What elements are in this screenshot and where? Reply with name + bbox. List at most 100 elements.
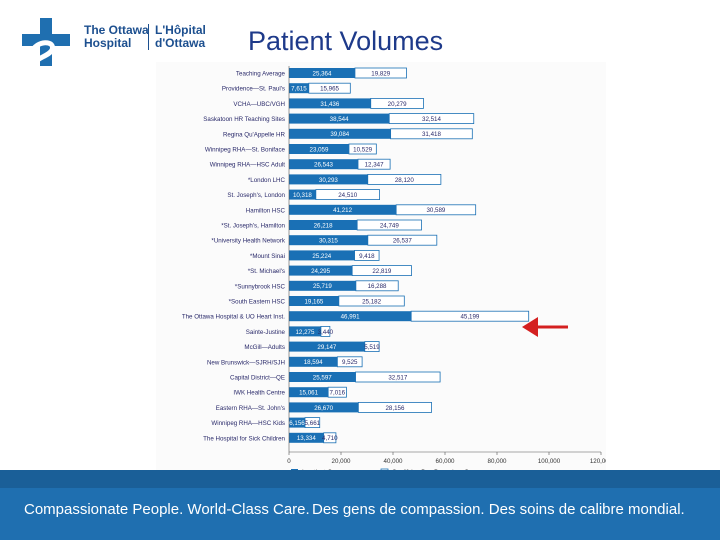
day-procedure-value-label: 12,347 xyxy=(365,162,384,169)
inpatient-bar xyxy=(289,159,359,170)
category-label: Saskatoon HR Teaching Sites xyxy=(203,116,285,123)
inpatient-bar xyxy=(289,220,358,230)
category-label: The Hospital for Sick Children xyxy=(203,435,285,442)
patient-volumes-chart: Teaching Average 25,364 19,829 Providence—S… xyxy=(182,66,606,476)
category-label: Regina Qu'Appelle HR xyxy=(223,131,286,138)
logo-fr-line1: L'Hôpital xyxy=(155,23,206,37)
inpatient-value-label: 26,670 xyxy=(314,405,333,412)
day-procedure-value-label: 28,156 xyxy=(385,405,404,412)
x-tick-label: 40,000 xyxy=(384,458,403,465)
day-procedure-bar xyxy=(354,67,407,79)
inpatient-bar xyxy=(289,174,368,185)
footer-band xyxy=(0,470,720,488)
logo-text-en: The Ottawa Hospital xyxy=(84,24,149,50)
inpatient-bar xyxy=(289,417,306,428)
inpatient-bar xyxy=(289,296,339,306)
day-procedure-value-label: 24,749 xyxy=(380,222,399,229)
category-label: New Brunswick—SJRH/SJH xyxy=(207,359,285,366)
logo-en-line2: Hospital xyxy=(84,36,132,50)
inpatient-value-label: 18,594 xyxy=(304,359,323,366)
day-procedure-bar xyxy=(355,280,399,292)
day-procedure-bar xyxy=(323,432,337,444)
inpatient-value-label: 13,334 xyxy=(297,435,316,442)
inpatient-bar xyxy=(289,387,329,398)
inpatient-bar xyxy=(289,204,397,215)
day-procedure-bar xyxy=(354,249,380,261)
day-procedure-bar xyxy=(315,189,380,200)
day-procedure-value-label: 19,829 xyxy=(371,70,390,77)
footer-banner: Compassionate People. World-Class Care. … xyxy=(0,470,720,540)
category-label: Winnipeg RHA—HSC Adult xyxy=(210,162,286,169)
day-procedure-bar xyxy=(367,174,442,185)
inpatient-value-label: 19,165 xyxy=(304,298,323,305)
footer-tagline-en: Compassionate People. World-Class Care. xyxy=(24,501,310,518)
category-label: Winnipeg RHA—St. Boniface xyxy=(205,147,286,154)
day-procedure-bar xyxy=(357,158,391,170)
day-procedure-value-label: 4,710 xyxy=(322,435,338,442)
inpatient-value-label: 12,275 xyxy=(295,329,314,336)
day-procedure-bar xyxy=(304,417,321,429)
inpatient-value-label: 25,719 xyxy=(313,283,332,290)
inpatient-bar xyxy=(289,98,371,109)
inpatient-value-label: 38,544 xyxy=(330,116,349,123)
day-procedure-bar xyxy=(338,295,405,307)
inpatient-value-label: 25,224 xyxy=(312,253,331,260)
day-procedure-value-label: 30,589 xyxy=(426,207,445,214)
hospital-logo: The Ottawa Hospital L'Hôpital d'Ottawa xyxy=(22,18,222,68)
inpatient-bar xyxy=(289,326,321,337)
inpatient-bar xyxy=(289,189,316,200)
inpatient-value-label: 39,084 xyxy=(330,131,349,138)
category-label: St. Joseph's, London xyxy=(227,192,285,199)
x-tick-label: 80,000 xyxy=(488,458,507,465)
x-tick-label: 20,000 xyxy=(332,458,351,465)
day-procedure-bar xyxy=(356,219,422,231)
category-label: Sainte-Justine xyxy=(246,329,286,336)
day-procedure-bar xyxy=(351,265,412,277)
category-label: Teaching Average xyxy=(236,71,286,78)
inpatient-bar xyxy=(289,402,359,413)
logo-fr-line2: d'Ottawa xyxy=(155,36,206,50)
category-label: *St. Michael's xyxy=(248,268,285,275)
inpatient-value-label: 15,061 xyxy=(299,390,318,397)
category-label: *Sunnybrook HSC xyxy=(235,283,286,290)
day-procedure-bar xyxy=(367,234,438,246)
day-procedure-bar xyxy=(370,98,424,109)
inpatient-value-label: 46,991 xyxy=(341,314,360,321)
logo-text-fr: L'Hôpital d'Ottawa xyxy=(148,24,206,50)
inpatient-value-label: 41,212 xyxy=(333,207,352,214)
category-label: *Mount Sinai xyxy=(250,253,285,260)
inpatient-bar xyxy=(289,250,355,261)
day-procedure-value-label: 20,279 xyxy=(388,101,407,108)
inpatient-value-label: 23,059 xyxy=(310,146,329,153)
inpatient-value-label: 29,147 xyxy=(317,344,336,351)
inpatient-value-label: 30,293 xyxy=(319,177,338,184)
inpatient-value-label: 31,436 xyxy=(320,101,339,108)
day-procedure-bar xyxy=(390,128,473,140)
inpatient-value-label: 7,615 xyxy=(291,86,307,93)
inpatient-bar xyxy=(289,128,391,139)
day-procedure-bar xyxy=(336,356,363,368)
day-procedure-bar xyxy=(308,82,351,94)
day-procedure-value-label: 16,288 xyxy=(368,283,387,290)
category-label: The Ottawa Hospital & UO Heart Inst. xyxy=(182,314,285,321)
inpatient-value-label: 26,218 xyxy=(314,222,333,229)
day-procedure-value-label: 25,182 xyxy=(362,298,381,305)
category-label: Winnipeg RHA—HSC Kids xyxy=(211,420,285,427)
x-tick-label: 120,000 xyxy=(590,458,606,465)
category-label: *South Eastern HSC xyxy=(229,299,286,306)
day-procedure-bar xyxy=(388,113,475,124)
day-procedure-value-label: 10,529 xyxy=(353,146,372,153)
inpatient-bar xyxy=(289,311,412,322)
inpatient-bar xyxy=(289,356,338,367)
day-procedure-value-label: 22,819 xyxy=(372,268,391,275)
x-tick-label: 60,000 xyxy=(436,458,455,465)
day-procedure-value-label: 9,525 xyxy=(342,359,358,366)
inpatient-bar xyxy=(289,372,356,382)
day-procedure-bar xyxy=(395,204,477,216)
category-label: *University Health Network xyxy=(211,238,285,245)
inpatient-value-label: 6,156 xyxy=(289,420,305,427)
inpatient-value-label: 10,318 xyxy=(293,192,312,199)
inpatient-bar xyxy=(289,113,390,124)
inpatient-bar xyxy=(289,68,355,78)
day-procedure-value-label: 15,965 xyxy=(320,86,339,93)
